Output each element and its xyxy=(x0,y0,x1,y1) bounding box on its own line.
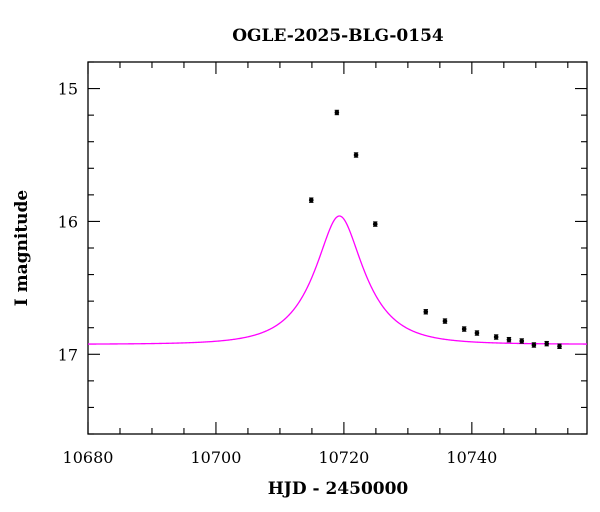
data-point xyxy=(308,197,314,203)
axis-ticks xyxy=(87,61,587,435)
data-point-marker xyxy=(334,110,340,115)
x-tick-label: 10720 xyxy=(318,448,369,467)
data-point-marker xyxy=(506,337,512,342)
data-point xyxy=(334,109,340,116)
x-tick-label: 10700 xyxy=(190,448,241,467)
data-point-marker xyxy=(423,309,429,315)
model-layer xyxy=(88,215,587,345)
data-point xyxy=(423,309,429,315)
data-point xyxy=(353,152,359,158)
tick-labels: 10680 10700 10720 10740 15 16 17 xyxy=(58,80,498,467)
x-axis-label: HJD - 2450000 xyxy=(268,479,409,499)
plot-frame xyxy=(87,61,588,435)
data-points-layer xyxy=(308,109,562,350)
x-tick-label: 10680 xyxy=(63,448,114,467)
data-point xyxy=(531,342,537,348)
data-point-marker xyxy=(353,152,359,158)
data-point xyxy=(372,221,378,227)
x-tick-label: 10740 xyxy=(446,448,497,467)
data-point-marker xyxy=(442,318,448,324)
model-curve xyxy=(88,215,587,345)
data-point xyxy=(442,318,448,324)
data-point-marker xyxy=(372,221,378,227)
data-point-marker xyxy=(474,330,480,336)
data-point-marker xyxy=(493,334,499,340)
data-point-marker xyxy=(519,338,525,344)
plot-border xyxy=(87,61,588,435)
data-point xyxy=(557,343,562,350)
data-point-marker xyxy=(308,197,314,203)
data-point xyxy=(544,340,549,347)
y-tick-label: 15 xyxy=(58,80,78,99)
data-point xyxy=(493,334,499,340)
data-point xyxy=(461,326,467,332)
data-point xyxy=(474,330,480,336)
data-point-marker xyxy=(544,341,549,346)
data-point-marker xyxy=(531,342,537,348)
y-tick-label: 16 xyxy=(58,212,78,231)
y-axis-label: I magnitude xyxy=(12,190,32,307)
y-tick-label: 17 xyxy=(58,345,78,364)
data-point xyxy=(519,338,525,344)
chart-title: OGLE-2025-BLG-0154 xyxy=(232,26,444,46)
data-point xyxy=(506,336,512,343)
data-point-marker xyxy=(461,326,467,332)
data-point-marker xyxy=(557,344,562,349)
